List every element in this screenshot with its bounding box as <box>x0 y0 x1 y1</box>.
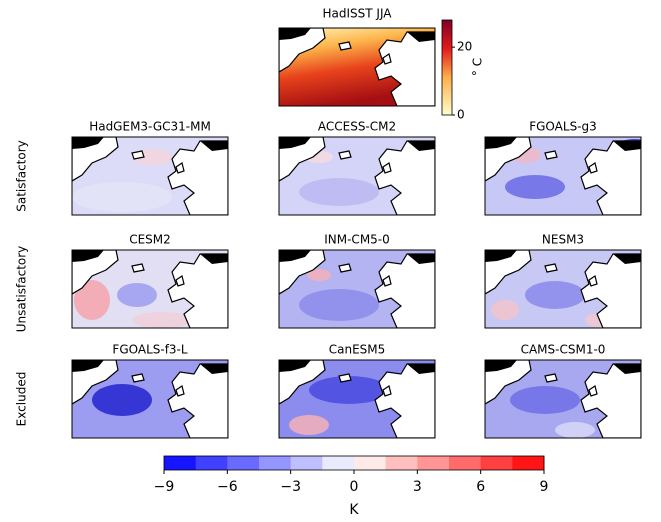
colorbar-tick-label: 6 <box>476 479 485 495</box>
map <box>279 28 435 106</box>
colorbar-bin <box>354 456 387 470</box>
maps <box>71 27 642 439</box>
map <box>72 360 228 438</box>
frame <box>484 249 642 329</box>
colorbar-bin <box>290 456 323 470</box>
panel-title: CanESM5 <box>329 343 386 357</box>
panel-title: NESM3 <box>542 233 584 247</box>
colorbar-bin <box>195 456 228 470</box>
anomaly <box>307 269 331 281</box>
frame <box>71 136 229 216</box>
map <box>279 360 435 438</box>
anomaly <box>555 422 595 438</box>
colorbar-tick-label: −6 <box>217 479 238 495</box>
map <box>279 137 435 215</box>
map <box>485 250 641 328</box>
colorbar-bin <box>164 456 197 470</box>
colorbar-bin <box>322 456 355 470</box>
row-label: Excluded <box>15 372 29 427</box>
top-colorbar <box>441 19 453 116</box>
map <box>485 137 641 215</box>
colorbar-bin <box>385 456 418 470</box>
panel-title: HadGEM3-GC31-MM <box>89 120 211 134</box>
anomaly <box>92 384 152 416</box>
colorbar-bin <box>512 456 545 470</box>
colorbar-label: K <box>349 502 359 518</box>
anomaly <box>299 178 379 206</box>
colorbar-bin <box>449 456 482 470</box>
panel-title: CESM2 <box>129 233 171 247</box>
top-colorbar-tick-label: 0 <box>457 108 465 122</box>
anomaly <box>289 415 329 435</box>
colorbar-bin <box>417 456 450 470</box>
anomaly <box>525 281 585 309</box>
frame <box>484 136 642 216</box>
frame <box>278 359 436 439</box>
colorbar-tick-label: 3 <box>413 479 422 495</box>
anomaly <box>505 175 565 199</box>
anomaly <box>72 182 172 212</box>
frame <box>71 359 229 439</box>
map <box>72 250 228 328</box>
row-label: Satisfactory <box>15 140 29 212</box>
anomaly <box>74 280 110 320</box>
anomaly <box>491 300 519 320</box>
panel-title: FGOALS-f3-L <box>112 343 187 357</box>
map <box>72 137 228 215</box>
row-label: Unsatisfactory <box>15 246 29 333</box>
colorbar-bin <box>227 456 260 470</box>
colorbar-bin <box>259 456 292 470</box>
frame <box>484 359 642 439</box>
frame <box>278 136 436 216</box>
colorbar-bin <box>480 456 513 470</box>
map <box>279 250 435 328</box>
anomaly <box>309 376 389 404</box>
anomaly <box>510 386 580 414</box>
map <box>485 360 641 438</box>
frame <box>278 249 436 329</box>
anomaly <box>299 289 379 321</box>
panel-title: CAMS-CSM1-0 <box>521 343 606 357</box>
frame <box>71 249 229 329</box>
anomaly <box>117 283 157 307</box>
top-title: HadISST JJA <box>323 7 393 21</box>
panel-title: INM-CM5-0 <box>324 233 390 247</box>
colorbar-tick-label: 9 <box>540 479 549 495</box>
colorbar-tick-label: −9 <box>154 479 175 495</box>
panel-title: ACCESS-CM2 <box>318 120 396 134</box>
panel-title: FGOALS-g3 <box>529 120 597 134</box>
top-colorbar-tick-label: 20 <box>457 40 472 54</box>
colorbar-tick-label: −3 <box>280 479 301 495</box>
top-colorbar-label: ° C <box>471 58 485 76</box>
colorbar-tick-label: 0 <box>350 479 359 495</box>
frame <box>278 27 436 107</box>
anomaly <box>132 312 192 328</box>
